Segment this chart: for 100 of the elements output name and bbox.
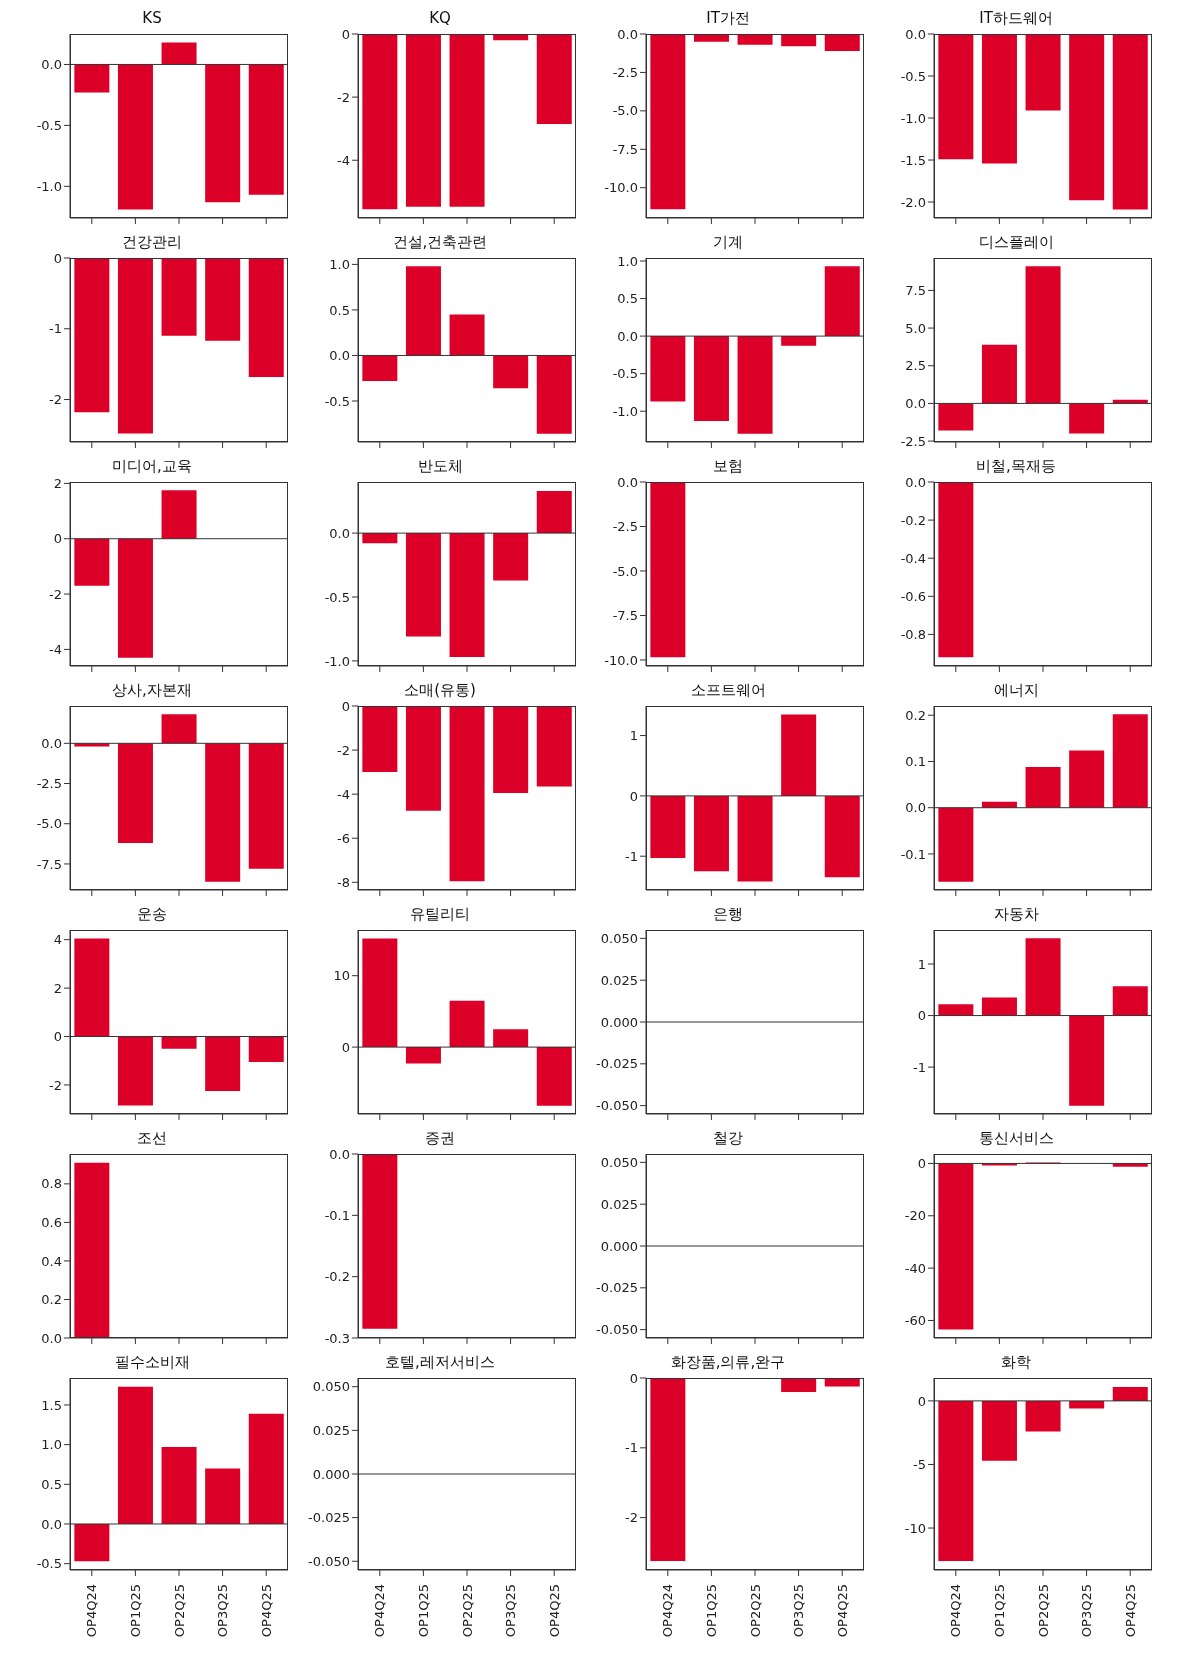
y-tick-label: 0.025 [312,1422,350,1438]
y-tick-label: 0.0 [329,1146,350,1162]
y-tick-label: -1.5 [900,152,926,168]
y-tick-label: 5.0 [905,320,926,336]
y-tick-label: 0.0 [905,800,926,816]
y-tick-label: 1 [629,728,638,744]
chart-title: KS [141,8,163,28]
chart-title: 미디어,교육 [111,456,193,476]
x-tick-label: OP3Q25 [215,1584,231,1638]
x-tick-label: OP2Q25 [171,1584,187,1638]
chart-title: 상사,자본재 [111,680,193,700]
y-tick-label: -10.0 [604,180,638,196]
y-tick-label: 0.025 [600,1196,638,1212]
y-tick-label: -0.5 [324,393,350,409]
y-tick-label: 0.5 [617,291,638,307]
y-tick-label: -5.0 [612,563,638,579]
y-tick-label: -20 [904,1208,926,1224]
y-tick-label: -0.6 [900,588,926,604]
y-tick-label: -0.4 [900,550,926,566]
x-tick-label: OP3Q25 [1079,1584,1095,1638]
y-tick-label: -10.0 [604,652,638,668]
y-tick-label: -1 [625,848,638,864]
chart-title: 통신서비스 [977,1128,1055,1148]
y-tick-label: -0.1 [324,1207,350,1223]
y-tick-label: -0.1 [900,846,926,862]
y-tick-label: 0.000 [600,1014,638,1030]
chart-title: KQ [428,8,452,28]
y-tick-label: 0.0 [41,735,62,751]
x-tick-label: OP4Q24 [84,1584,100,1638]
x-tick-label: OP4Q24 [660,1584,676,1638]
chart-title: 화학 [1000,1352,1032,1372]
x-tick-label: OP4Q24 [948,1584,964,1638]
y-tick-label: 4 [53,932,62,948]
y-tick-label: 1 [917,956,926,972]
chart-title: 에너지 [992,680,1040,700]
x-tick-label: OP4Q25 [1122,1584,1138,1638]
x-tick-label: OP4Q25 [258,1584,274,1638]
y-tick-label: 2 [53,980,62,996]
chart-title: 증권 [424,1128,456,1148]
y-tick-label: -0.050 [308,1553,350,1569]
y-tick-label: 0 [341,698,350,714]
y-tick-label: 0.2 [41,1292,62,1308]
y-tick-label: 0 [917,1393,926,1409]
y-tick-label: 0.050 [312,1379,350,1395]
y-tick-label: 0 [341,1039,350,1055]
chart-title: IT가전 [705,8,751,28]
chart-title: 디스플레이 [977,232,1055,252]
chart-title: 소프트웨어 [689,680,767,700]
y-tick-label: 0.4 [41,1253,62,1269]
y-tick-label: 0.6 [41,1215,62,1231]
y-tick-label: -1 [625,1440,638,1456]
y-tick-label: -7.5 [612,608,638,624]
y-tick-label: 0 [917,1008,926,1024]
y-tick-label: 0.0 [329,525,350,541]
y-tick-label: 0 [53,250,62,266]
y-tick-label: 0.0 [905,474,926,490]
chart-title: 화장품,의류,완구 [669,1352,787,1372]
chart-title: 반도체 [416,456,464,476]
y-tick-label: -1.0 [900,110,926,126]
y-tick-label: 0.5 [41,1476,62,1492]
y-tick-label: 7.5 [905,283,926,299]
y-tick-label: 0.1 [905,754,926,770]
y-tick-label: 0 [629,788,638,804]
x-tick-label: OP4Q25 [834,1584,850,1638]
y-tick-label: 0.0 [617,474,638,490]
y-tick-label: 1.5 [41,1397,62,1413]
y-tick-label: 0 [53,531,62,547]
x-tick-label: OP3Q25 [503,1584,519,1638]
chart-title: 철강 [712,1128,744,1148]
y-tick-label: -2 [49,586,62,602]
y-tick-label: 0 [341,26,350,42]
chart-title: 조선 [136,1128,168,1148]
y-tick-label: -0.050 [596,1322,638,1338]
y-tick-label: -10 [904,1520,926,1536]
y-tick-label: -1.0 [612,403,638,419]
chart-title: 필수소비재 [113,1352,191,1372]
x-tick-label: OP1Q25 [991,1584,1007,1638]
y-tick-label: 0.0 [41,1330,62,1346]
y-tick-label: -5.0 [36,816,62,832]
y-tick-label: 0.0 [905,26,926,42]
y-tick-label: -0.5 [36,1556,62,1572]
x-tick-label: OP1Q25 [415,1584,431,1638]
chart-title: 운송 [136,904,168,924]
y-tick-label: -4 [49,642,62,658]
y-tick-label: -2 [49,1077,62,1093]
y-tick-label: 1.0 [41,1437,62,1453]
y-tick-label: 0.0 [41,1516,62,1532]
y-tick-label: -4 [337,786,350,802]
y-tick-label: -2 [337,742,350,758]
chart-title: 보험 [712,456,744,476]
chart-title: 은행 [712,904,744,924]
y-tick-label: -2.5 [612,519,638,535]
y-tick-label: -0.5 [612,366,638,382]
y-tick-label: -2 [625,1510,638,1526]
y-tick-label: 0.025 [600,972,638,988]
y-tick-label: 0.0 [617,26,638,42]
x-tick-label: OP2Q25 [459,1584,475,1638]
y-tick-label: -6 [337,830,350,846]
y-tick-label: 0 [917,1156,926,1172]
y-tick-label: 0.8 [41,1176,62,1192]
